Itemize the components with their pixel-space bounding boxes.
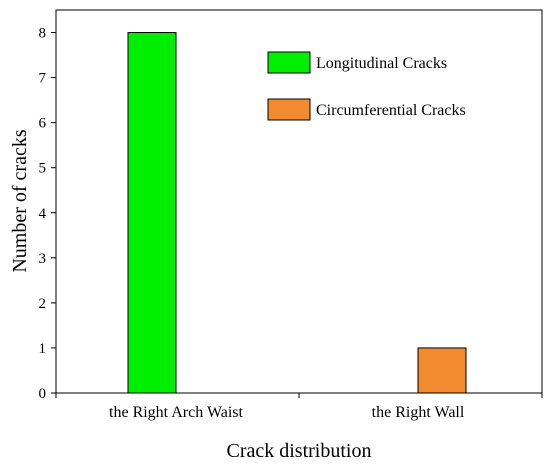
x-tick-label: the Right Arch Waist [109,404,244,421]
y-axis: 0 1 2 3 4 5 6 7 8 [39,26,56,402]
legend: Longitudinal Cracks Circumferential Crack… [267,51,466,121]
legend-swatch [267,98,311,121]
y-axis-title: Number of cracks [9,129,31,272]
x-axis: the Right Arch Waist the Right Wall [55,393,543,421]
y-tick-label: 5 [39,161,47,177]
y-tick-label: 8 [39,26,47,42]
y-tick-label: 2 [39,296,47,312]
legend-label: Circumferential Cracks [316,102,466,119]
y-tick-label: 4 [39,206,47,222]
y-tick-label: 1 [39,341,47,357]
y-tick-label: 7 [39,71,47,87]
bar-longitudinal-cracks [127,32,177,394]
legend-swatch [267,51,311,74]
y-tick-label: 6 [39,116,47,132]
x-tick-label: the Right Wall [372,404,465,421]
bars [127,32,467,394]
x-axis-title: Crack distribution [227,440,372,462]
y-tick-label: 0 [39,386,47,402]
bar-circumferential-cracks [417,347,467,394]
legend-label: Longitudinal Cracks [316,55,447,72]
y-tick-label: 3 [39,251,47,267]
